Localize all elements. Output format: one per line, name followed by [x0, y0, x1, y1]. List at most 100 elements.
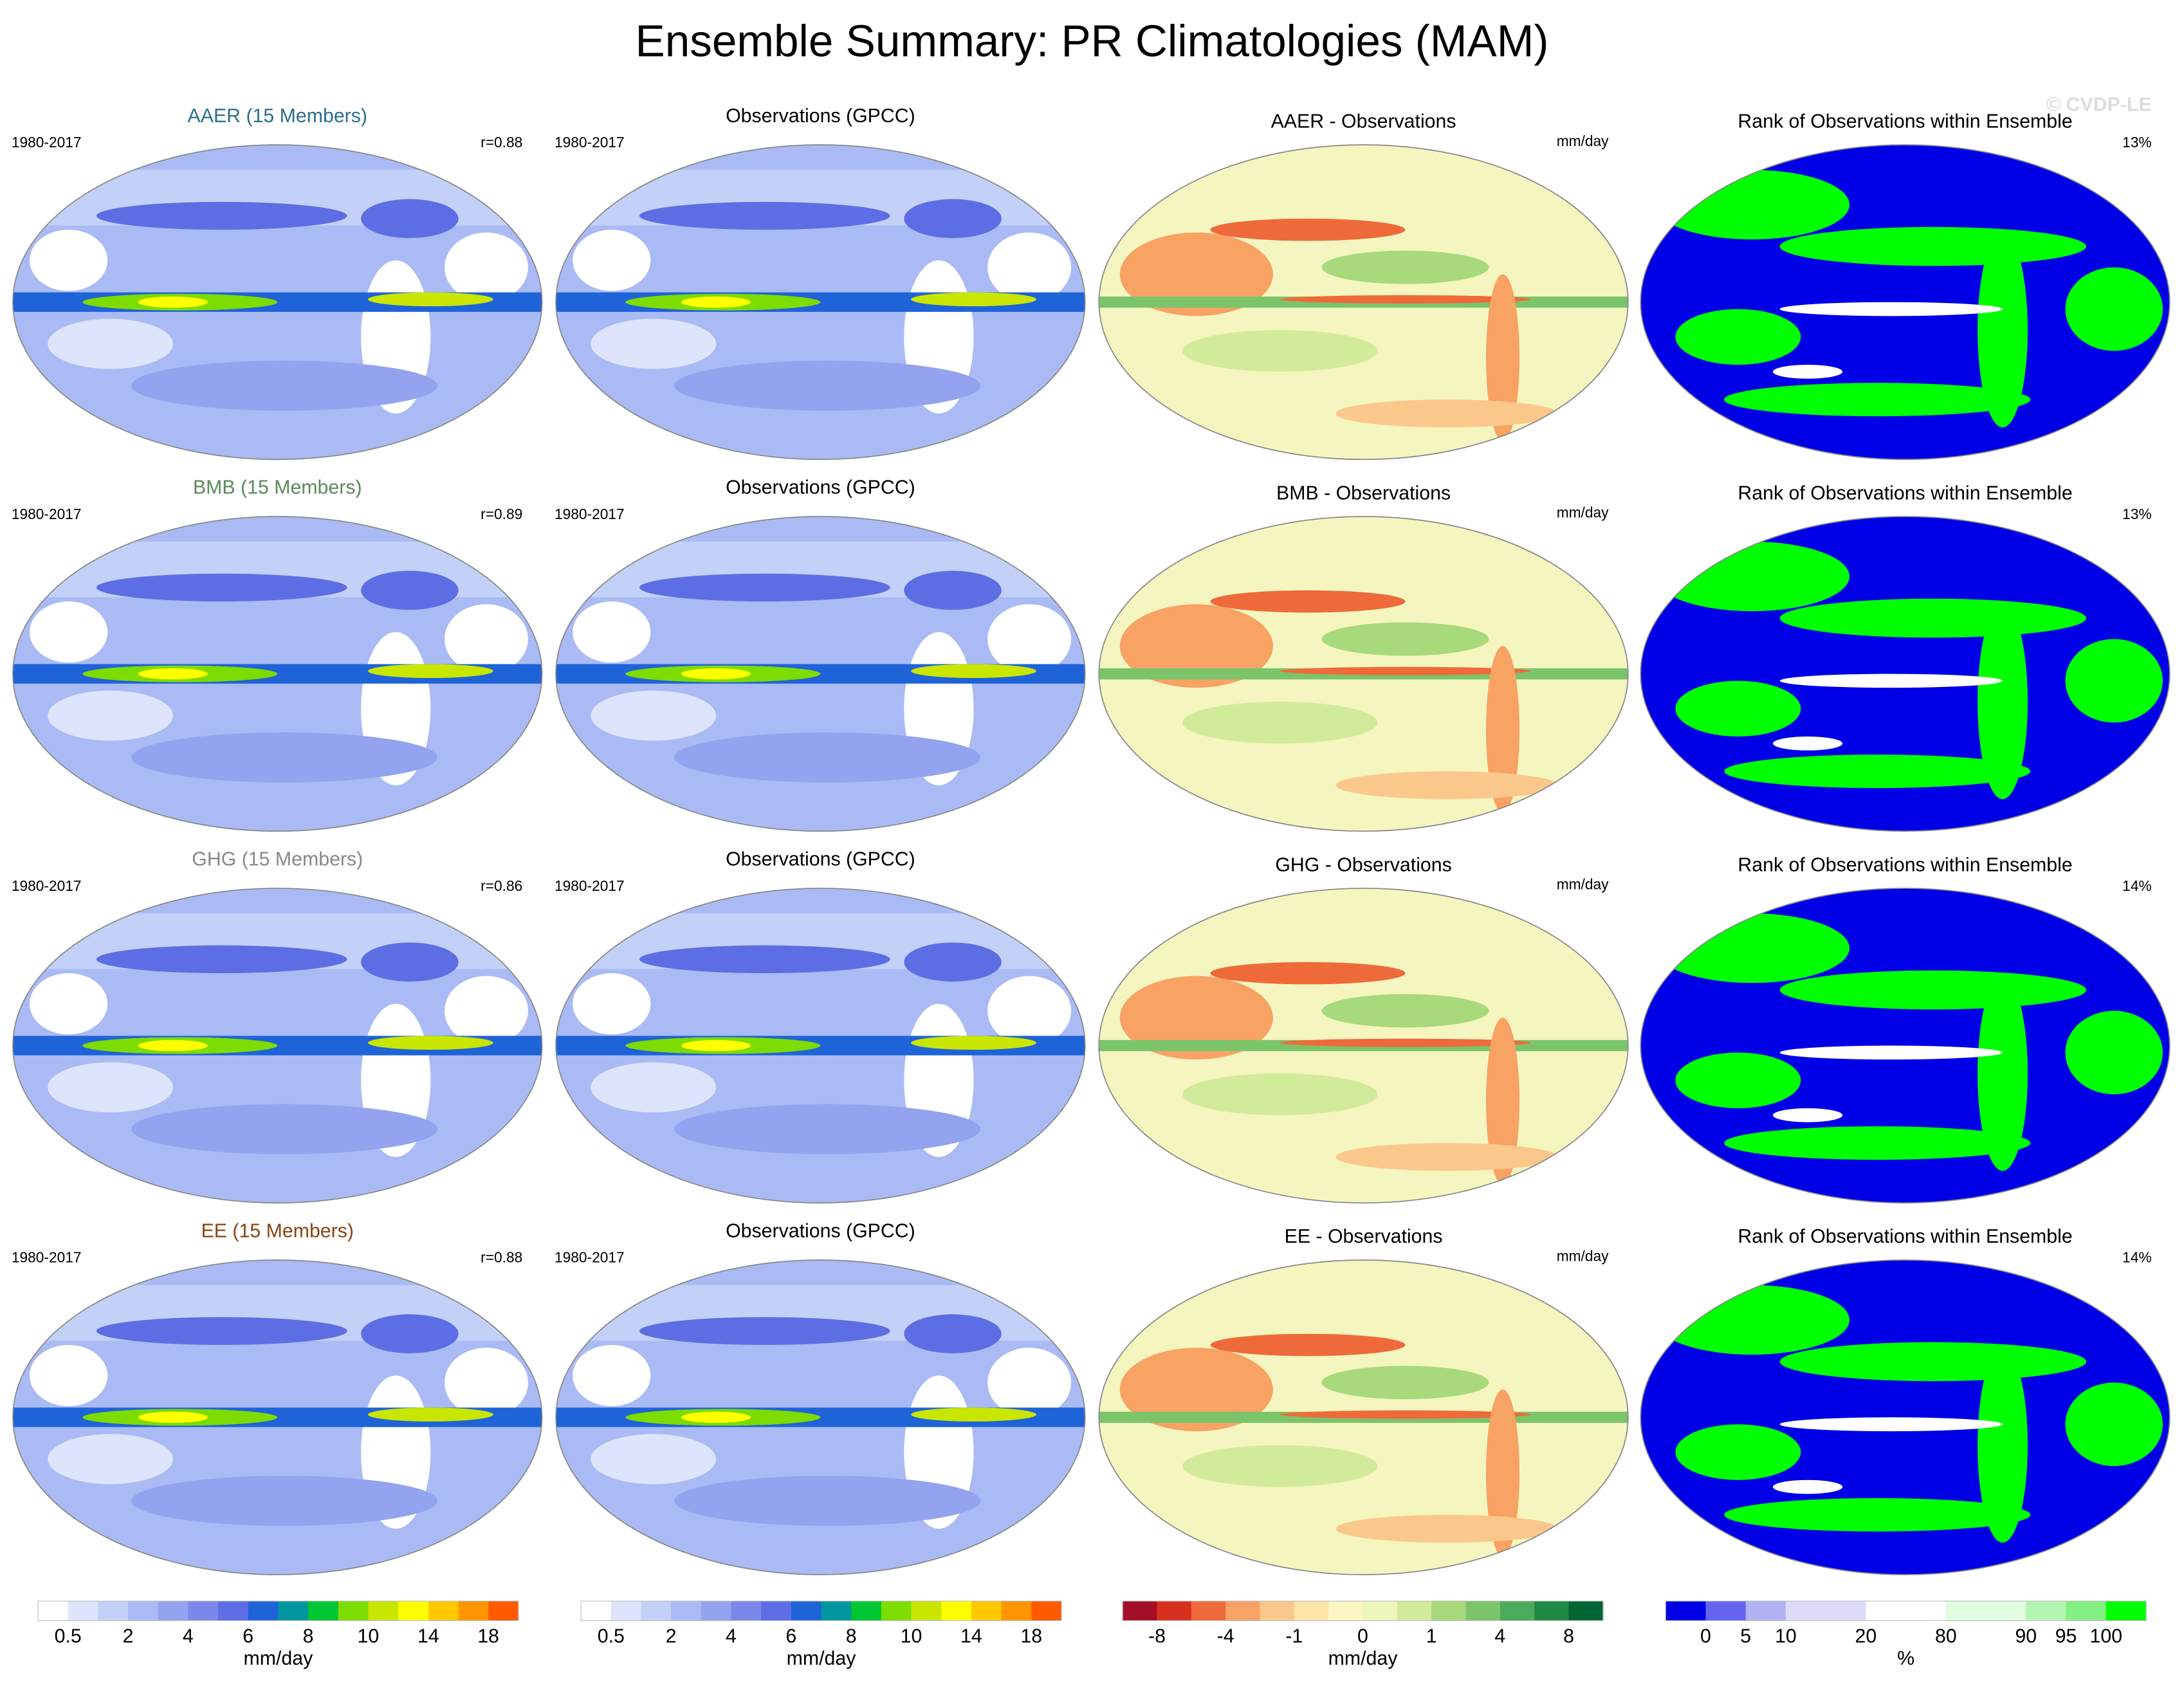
- map-blob: [573, 1344, 651, 1407]
- colorbar-label: 0: [1700, 1625, 1711, 1647]
- map-blob: [1772, 1108, 1843, 1122]
- map-blob: [96, 201, 347, 230]
- colorbar-swatch: [2066, 1601, 2107, 1621]
- map-blob: [573, 230, 651, 291]
- colorbar-label: 8: [303, 1625, 314, 1647]
- map-blob: [1779, 598, 2086, 638]
- map-blob: [1724, 1497, 2031, 1532]
- map: [1099, 888, 1628, 1203]
- colorbar-swatch: [1191, 1601, 1226, 1621]
- map-blob: [1724, 1126, 2031, 1160]
- map: [13, 888, 542, 1203]
- correlation-label: r=0.88: [481, 1249, 522, 1266]
- map-blob: [1724, 383, 2031, 417]
- colorbar-swatch: [278, 1601, 309, 1621]
- map-blob: [1654, 1285, 1849, 1355]
- colorbar-swatch: [488, 1601, 519, 1621]
- colorbar-swatch: [1500, 1601, 1535, 1621]
- colorbar-swatch: [1431, 1601, 1467, 1621]
- map-blob: [1335, 1143, 1559, 1171]
- map-blob: [48, 690, 173, 741]
- map-blob: [1321, 994, 1489, 1028]
- map-blob: [1210, 590, 1406, 613]
- map-blob: [639, 201, 890, 230]
- map-blob: [1119, 1348, 1273, 1432]
- colorbar-swatch: [98, 1601, 129, 1621]
- map-blob: [445, 232, 528, 302]
- map-border: [555, 516, 1086, 832]
- map-blob: [1779, 302, 2003, 316]
- colorbar-swatch: [581, 1601, 612, 1621]
- map-blob: [1119, 232, 1273, 316]
- panel-title: Observations (GPCC): [726, 105, 915, 127]
- map-blob: [30, 973, 108, 1035]
- colorbar-swatch: [1705, 1601, 1747, 1621]
- map-blob: [1280, 1410, 1531, 1419]
- period-label: 1980-2017: [12, 506, 82, 522]
- colorbar-label: 10: [1775, 1625, 1797, 1647]
- colorbar-swatch: [1534, 1601, 1570, 1621]
- colorbar-label: 1: [1426, 1625, 1437, 1647]
- watermark: © CVDP-LE: [2046, 95, 2152, 116]
- map: [1640, 1259, 2170, 1575]
- colorbar-swatch: [911, 1601, 942, 1621]
- figure-title: Ensemble Summary: PR Climatologies (MAM): [636, 16, 1549, 66]
- panel-title: Observations (GPCC): [726, 849, 915, 870]
- map-blob: [987, 604, 1072, 674]
- map-blob: [138, 1039, 208, 1052]
- colorbar-swatch: [1465, 1601, 1501, 1621]
- period-label: 1980-2017: [12, 1249, 82, 1266]
- map-blob: [1280, 295, 1531, 304]
- map-blob: [138, 1411, 208, 1423]
- colorbar-swatch: [821, 1601, 852, 1621]
- map-blob: [1182, 329, 1378, 372]
- colorbar-swatch: [671, 1601, 702, 1621]
- colorbar-label: 4: [726, 1625, 737, 1647]
- map-blob: [904, 571, 1002, 610]
- colorbar-swatch: [128, 1601, 159, 1621]
- map-blob: [1654, 170, 1849, 240]
- map-blob: [1210, 1333, 1406, 1357]
- units-label: mm/day: [1557, 1248, 1609, 1265]
- map-blob: [1724, 755, 2031, 789]
- map-blob: [904, 199, 1002, 239]
- period-label: 1980-2017: [555, 877, 625, 894]
- colorbar-label: 18: [1020, 1625, 1042, 1647]
- map-blob: [1486, 274, 1519, 442]
- map-blob: [30, 1344, 108, 1407]
- map-border: [1640, 516, 2170, 832]
- map-border: [1640, 888, 2170, 1203]
- map-blob: [573, 601, 651, 663]
- colorbar-swatch: [1157, 1601, 1192, 1621]
- map-blob: [1779, 1342, 2086, 1382]
- map-blob: [591, 1434, 717, 1485]
- colorbar-swatch: [368, 1601, 399, 1621]
- map-blob: [361, 942, 459, 982]
- colorbar-label: 4: [1494, 1625, 1505, 1647]
- map-border: [1098, 1259, 1629, 1575]
- map-blob: [911, 292, 1036, 307]
- map-border: [1098, 888, 1629, 1203]
- map: [556, 517, 1085, 832]
- colorbar-swatch: [458, 1601, 489, 1621]
- map-blob: [48, 318, 173, 369]
- colorbar-swatch: [701, 1601, 732, 1621]
- map: [1640, 145, 2170, 460]
- panel-title: Rank of Observations within Ensemble: [1738, 482, 2072, 504]
- colorbar-units: %: [1897, 1648, 1914, 1669]
- colorbar-label: 0.5: [55, 1625, 82, 1647]
- map-blob: [681, 1411, 751, 1423]
- colorbar-swatch: [1905, 1601, 1947, 1621]
- colorbar-label: 6: [785, 1625, 796, 1647]
- map-blob: [911, 1036, 1036, 1050]
- map-blob: [1978, 604, 2028, 800]
- map-blob: [1182, 701, 1378, 744]
- colorbar-label: 2: [123, 1625, 134, 1647]
- colorbar-label: 8: [1563, 1625, 1574, 1647]
- map-blob: [1654, 913, 1849, 984]
- map-border: [12, 516, 543, 832]
- colorbar-swatch: [1260, 1601, 1295, 1621]
- colorbar-swatch: [1945, 1601, 1987, 1621]
- map-border: [555, 888, 1086, 1203]
